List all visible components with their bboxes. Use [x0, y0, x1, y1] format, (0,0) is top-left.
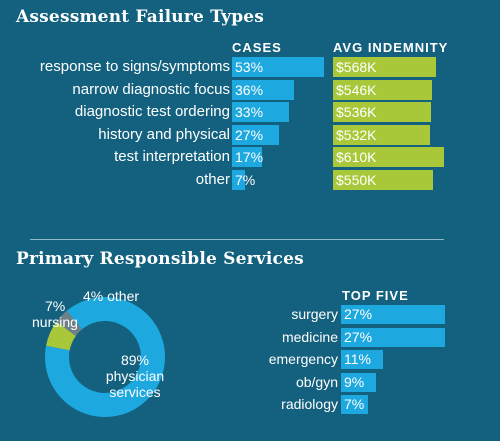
assessment-row-label: narrow diagnostic focus [72, 80, 230, 98]
section-title-assessment: Assessment Failure Types [16, 7, 265, 27]
section-divider [30, 239, 444, 240]
top-five-header: TOP FIVE [342, 288, 409, 303]
top-five-bar-label: 27% [344, 328, 373, 345]
cases-bar [232, 147, 262, 168]
top-five-bar [341, 327, 445, 347]
indemnity-bar-label: $568K [336, 59, 377, 75]
indemnity-bar [333, 79, 433, 100]
indemnity-bar-label: $610K [336, 149, 377, 166]
top-five-row-label: surgery [291, 306, 338, 322]
assessment-row-label: test interpretation [114, 148, 230, 166]
other-slice-label: 4% other [83, 288, 139, 304]
cases-bar [232, 102, 290, 123]
top-five-bar [341, 350, 384, 369]
nursing-slice-pct: 7% [45, 298, 66, 314]
cases-bar-label: 33% [235, 104, 264, 121]
cases-bar [232, 79, 295, 100]
indemnity-bar [333, 170, 434, 190]
nursing-slice-label: 7% nursing [32, 298, 78, 330]
top-five-bar-label: 9% [344, 373, 365, 390]
section-title-services: Primary Responsible Services [16, 249, 304, 269]
indemnity-bar-label: $536K [336, 104, 377, 121]
assessment-row-label: history and physical [98, 125, 230, 143]
cases-bar-label: 36% [235, 81, 264, 98]
indemnity-bar-label: $532K [336, 126, 377, 143]
top-five-bar [341, 305, 445, 324]
donut-slice-other [56, 310, 83, 336]
top-five-bar [341, 395, 368, 414]
assessment-row-label: diagnostic test ordering [74, 103, 230, 121]
cases-bar [232, 57, 324, 77]
indemnity-column-header: AVG INDEMNITY [333, 40, 449, 55]
indemnity-bar [333, 57, 437, 77]
cases-bar [232, 124, 279, 145]
other-slice-pct: 4% [83, 288, 104, 304]
indemnity-bar-label: $546K [336, 81, 377, 98]
top-five-bar-label: 7% [344, 396, 365, 412]
assessment-row-label: other [195, 171, 230, 188]
top-five-row-label: emergency [268, 351, 338, 367]
top-five-bar-label: 11% [344, 351, 371, 367]
cases-bar-label: 7% [235, 172, 256, 188]
nursing-slice-name: nursing [32, 314, 78, 330]
cases-column-header: CASES [232, 40, 282, 55]
cases-bar-label: 27% [235, 126, 264, 143]
cases-bar-label: 17% [235, 149, 264, 166]
top-five-bar [341, 372, 376, 392]
indemnity-bar [333, 102, 431, 123]
physician-slice-pct: 89% [120, 352, 150, 368]
indemnity-bar-label: $550K [336, 172, 377, 188]
top-five-row-label: radiology [281, 396, 338, 412]
indemnity-bar [333, 147, 444, 168]
donut-slice-physician-services [45, 297, 166, 417]
cases-bar-label: 53% [235, 59, 264, 75]
physician-slice-name: physician services [105, 368, 165, 400]
top-five-row-label: medicine [281, 328, 338, 345]
donut-slice-nursing [46, 321, 76, 351]
physician-slice-label: 89% physician services [98, 352, 172, 400]
cases-bar [232, 170, 245, 190]
other-slice-name: other [107, 288, 140, 304]
top-five-row-label: ob/gyn [295, 373, 338, 390]
assessment-row-label: response to signs/symptoms [39, 58, 230, 75]
services-donut-chart [45, 297, 166, 417]
top-five-bar-label: 27% [344, 306, 373, 322]
indemnity-bar [333, 124, 430, 145]
